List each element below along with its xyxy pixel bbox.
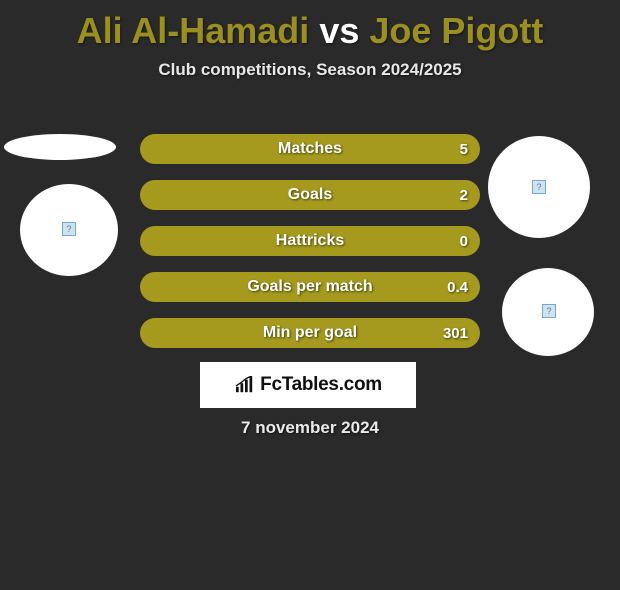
stat-label: Goals per match: [247, 278, 372, 296]
stat-row: Hattricks 0: [140, 226, 480, 256]
stat-label: Matches: [278, 140, 342, 158]
stat-value: 0.4: [447, 279, 468, 296]
brand-badge: FcTables.com: [200, 362, 416, 408]
missing-image-icon: ?: [532, 180, 546, 194]
stat-row: Goals per match 0.4: [140, 272, 480, 302]
date-text: 7 november 2024: [0, 418, 620, 438]
comparison-title: Ali Al-Hamadi vs Joe Pigott: [0, 10, 620, 52]
stat-value: 2: [460, 187, 468, 204]
stat-label: Hattricks: [276, 232, 344, 250]
missing-image-icon: ?: [62, 222, 76, 236]
player-photo-placeholder-ellipse: [4, 134, 116, 160]
stat-row: Min per goal 301: [140, 318, 480, 348]
stat-value: 301: [443, 325, 468, 342]
stat-label: Min per goal: [263, 324, 357, 342]
stat-value: 5: [460, 141, 468, 158]
player2-name: Joe Pigott: [369, 10, 543, 51]
brand-text: FcTables.com: [260, 374, 382, 396]
stats-container: Matches 5 Goals 2 Hattricks 0 Goals per match 0…: [140, 134, 480, 364]
subtitle: Club competitions, Season 2024/2025: [0, 60, 620, 80]
stat-row: Goals 2: [140, 180, 480, 210]
vs-text: vs: [319, 10, 359, 51]
stat-value: 0: [460, 233, 468, 250]
stat-label: Goals: [288, 186, 332, 204]
missing-image-icon: ?: [542, 304, 556, 318]
player1-name: Ali Al-Hamadi: [77, 10, 310, 51]
brand-chart-icon: [234, 376, 256, 394]
stat-row: Matches 5: [140, 134, 480, 164]
